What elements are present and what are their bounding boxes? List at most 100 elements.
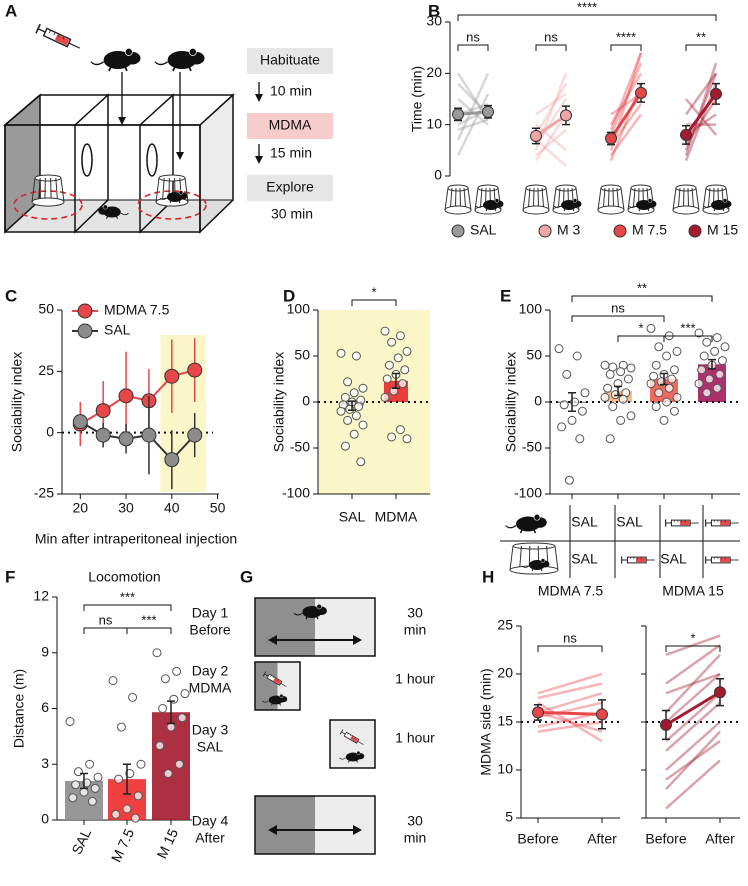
data-point [158,704,168,713]
x-axis-label: Min after intraperitoneal injection [35,531,237,547]
arrow-head [118,117,126,125]
data-point [116,722,126,732]
individual-line [665,692,721,743]
syringe-mark [352,735,354,738]
error-bar [568,392,576,412]
data-point [572,351,582,361]
syringe-mark [347,733,349,735]
chamber-outline [329,719,376,769]
mouse-leg [647,208,650,212]
legend-label: MDMA 7.5 [104,302,170,318]
cup-base [31,197,65,207]
data-point [130,813,140,823]
data-point [659,415,669,425]
y-tick-label: 25 [38,362,54,378]
cup-base [597,205,625,215]
data-point [702,337,712,347]
data-point [402,346,412,356]
data-point [155,741,165,751]
individual-line [537,682,603,700]
mouse-icon [703,198,732,212]
data-point [712,383,722,393]
mouse-leg [271,703,273,706]
panel-label: H [482,567,494,586]
data-point [400,365,410,375]
mouse-ear [188,47,197,56]
individual-line [534,113,568,162]
data-point [79,787,89,797]
data-point [702,388,712,398]
legend-marker [451,224,465,238]
individual-line [685,98,717,136]
arrow-head [176,152,184,160]
significance-label: *** [680,320,695,335]
x-tick-label: SAL [68,826,94,857]
data-point [651,360,661,370]
data-point [387,337,397,347]
data-point [717,356,727,366]
chamber-left [255,796,315,854]
data-point [554,344,564,354]
data-point [174,759,184,769]
mouse-icon [90,47,141,72]
data-point [712,333,722,343]
mouse-icon [98,204,129,219]
mouse-tail [703,205,712,208]
mean-line [684,92,718,136]
data-point [608,362,618,372]
chart-title: MDMA 15 [662,583,724,599]
syringe-needle [357,741,364,745]
syringe-icon [339,729,364,745]
data-point [669,406,679,416]
y-axis-label: MDMA side (min) [478,668,494,775]
mouse-leg [124,66,128,72]
cup-top [512,542,556,550]
legend-label: SAL [104,322,131,338]
y-tick-label: 50 [294,347,310,363]
legend-label: SAL [470,222,497,238]
mean-point [452,108,464,121]
mouse-leg [115,216,118,219]
mouse-leg [106,216,109,219]
data-point [605,369,615,379]
data-point [567,415,577,425]
syringe-fluid [273,678,282,685]
cup-top [600,184,622,192]
data-point [382,374,392,384]
mouse-tail [90,61,105,66]
data-point [715,369,725,379]
day-label: Day 4 [192,813,229,829]
syringe-handle [262,671,267,677]
mouse-icon [553,198,582,212]
mouse-leg [713,208,716,212]
chamber-outline [254,795,376,855]
data-point [349,429,359,439]
y-tick-label: 30 [426,13,442,29]
syringe-icon [262,671,287,687]
data-point [349,388,359,398]
chart-title: Locomotion [88,569,160,585]
syringe-mark [275,677,277,680]
y-tick-label: 0 [41,811,49,827]
cup-bar [519,545,522,571]
data-point [393,353,403,363]
series-point [164,452,180,468]
panel-label: F [5,567,15,586]
error-bar [708,358,716,370]
x-tick-label: M 15 [153,826,181,861]
data-point [395,425,405,435]
syringe-fluid [680,520,690,526]
y-axis-label: Sociability index [9,352,25,452]
individual-line [610,92,642,116]
mean-point [482,105,494,118]
y-tick-label: -100 [514,485,542,501]
syringe-needle [280,683,287,687]
mouse-tail [505,525,517,529]
y-tick-label: 0 [46,423,54,439]
x-tick-label: 30 [118,500,134,516]
cup-top [34,174,62,182]
mouse-ear [494,198,500,203]
mouse-icon [339,750,365,763]
syringe-mark [58,34,61,38]
syringe-mark [270,675,272,677]
